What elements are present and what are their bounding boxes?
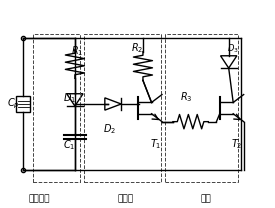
- Text: $R_2$: $R_2$: [131, 42, 143, 56]
- Text: 开关: 开关: [200, 194, 211, 203]
- Text: $D_3$: $D_3$: [227, 42, 239, 55]
- Text: 放大器: 放大器: [117, 194, 133, 203]
- Polygon shape: [67, 94, 83, 106]
- Text: $T_1$: $T_1$: [150, 137, 161, 151]
- Bar: [16, 96, 30, 112]
- Polygon shape: [105, 98, 121, 110]
- Text: 包络检测: 包络检测: [29, 194, 50, 203]
- Text: $C_p$: $C_p$: [7, 97, 20, 111]
- Text: $D_1$: $D_1$: [63, 91, 76, 105]
- Text: $R_3$: $R_3$: [180, 90, 192, 104]
- Text: $T_2$: $T_2$: [232, 137, 243, 151]
- Polygon shape: [221, 56, 237, 68]
- Text: $R_1$: $R_1$: [71, 44, 83, 58]
- Text: $D_2$: $D_2$: [103, 122, 117, 136]
- Text: $C_1$: $C_1$: [63, 138, 75, 152]
